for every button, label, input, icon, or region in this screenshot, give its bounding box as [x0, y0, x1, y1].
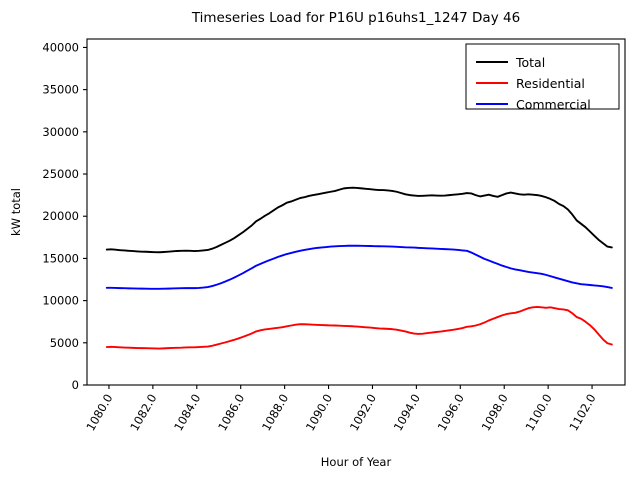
y-tick-label: 15000 [42, 251, 79, 265]
x-axis-label: Hour of Year [321, 455, 392, 469]
series-line-residential [105, 305, 613, 350]
x-tick-label: 1102.0 [566, 392, 598, 434]
y-tick-label: 35000 [42, 83, 79, 97]
legend-label-total: Total [515, 55, 545, 70]
x-axis-ticks: 1080.0 1082.0 1084.0 1086.0 1088.0 1090.0 1092… [83, 385, 599, 434]
x-tick-label: 1082.0 [127, 392, 159, 434]
x-tick-label: 1098.0 [479, 392, 511, 434]
data-series-group [105, 186, 613, 350]
x-tick-label: 1094.0 [391, 392, 423, 434]
series-line-total [105, 186, 613, 254]
y-axis-label: kW total [9, 188, 23, 236]
legend-entries: Total Residential Commercial [476, 55, 591, 112]
x-tick-label: 1096.0 [435, 392, 467, 434]
legend-label-commercial: Commercial [516, 97, 591, 112]
x-tick-label: 1090.0 [303, 392, 335, 434]
x-tick-label: 1100.0 [522, 392, 554, 434]
y-tick-label: 10000 [42, 294, 79, 308]
x-tick-label: 1092.0 [347, 392, 379, 434]
x-tick-label: 1080.0 [83, 392, 115, 434]
y-tick-label: 0 [72, 378, 79, 392]
chart-title: Timeseries Load for P16U p16uhs1_1247 Da… [191, 10, 520, 26]
axes-spines [86, 38, 626, 386]
chart-legend: Total Residential Commercial [465, 43, 620, 112]
y-tick-label: 25000 [42, 167, 79, 181]
y-tick-label: 20000 [42, 209, 79, 223]
x-tick-label: 1088.0 [259, 392, 291, 434]
x-tick-label: 1084.0 [171, 392, 203, 434]
y-tick-label: 30000 [42, 125, 79, 139]
legend-background [465, 43, 620, 110]
series-line-commercial [105, 244, 613, 290]
y-tick-label: 40000 [42, 40, 79, 54]
x-tick-label: 1086.0 [215, 392, 247, 434]
y-tick-label: 5000 [50, 336, 79, 350]
legend-label-residential: Residential [516, 76, 585, 91]
y-axis-ticks: 0 5000 10000 15000 20000 25000 30000 35000 40000 [42, 40, 87, 392]
